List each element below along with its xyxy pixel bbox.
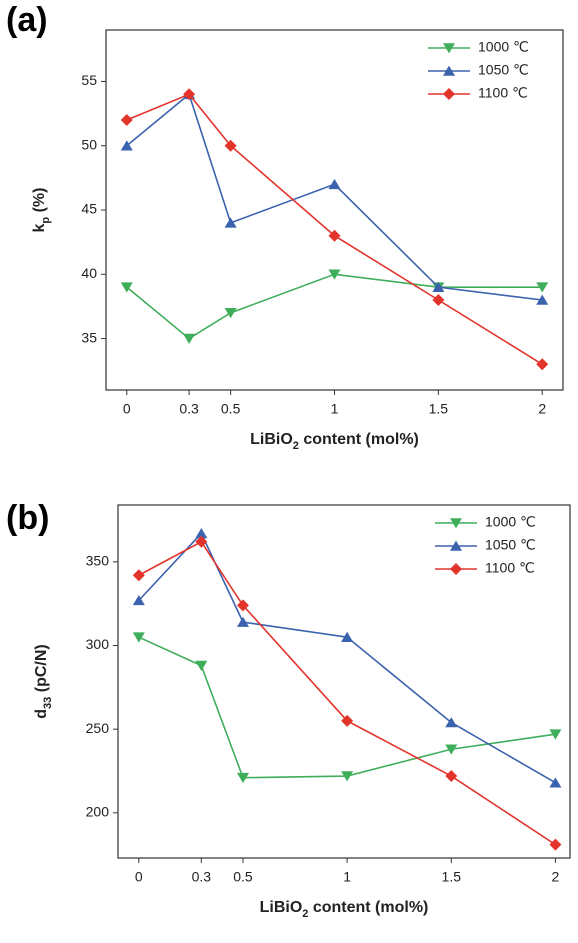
data-point — [120, 282, 133, 293]
x-tick-label: 1.5 — [442, 869, 462, 885]
plot-frame — [117, 504, 571, 859]
legend-marker — [450, 518, 462, 529]
data-point — [224, 308, 237, 319]
y-axis-label-part: (%) — [31, 188, 48, 217]
series-line — [138, 532, 556, 784]
y-tick-label: 55 — [81, 72, 97, 88]
x-axis-label-part: LiBiO — [250, 431, 293, 448]
data-point — [536, 358, 549, 371]
x-axis-label-part: content (mol%) — [299, 431, 419, 448]
legend-label: 1050 ℃ — [485, 537, 536, 553]
data-point — [341, 771, 354, 782]
data-point — [432, 281, 445, 292]
series-line — [138, 540, 556, 846]
data-point — [236, 772, 249, 784]
y-axis-label: kp (%) — [31, 188, 52, 233]
data-point — [549, 777, 562, 788]
y-tick-label: 45 — [81, 201, 97, 217]
legend-label: 1100 ℃ — [478, 85, 528, 101]
x-axis-label-sub: 2 — [302, 908, 308, 920]
data-point — [183, 88, 196, 101]
x-tick-label: 0.5 — [221, 401, 241, 417]
x-tick-label: 0.5 — [233, 869, 253, 885]
data-point — [445, 744, 458, 755]
legend-label: 1050 ℃ — [478, 62, 529, 78]
data-point — [341, 631, 354, 642]
series-line — [126, 92, 543, 301]
data-point — [195, 660, 208, 672]
data-point — [120, 114, 133, 126]
data-point — [536, 294, 549, 305]
data-point — [432, 294, 445, 306]
x-tick-label: 1 — [331, 401, 339, 417]
x-tick-label: 0.3 — [192, 869, 212, 885]
data-point — [328, 269, 341, 280]
data-point — [445, 770, 458, 783]
x-tick-label: 0 — [135, 869, 143, 885]
y-axis-label-part: d — [33, 709, 50, 719]
legend-marker — [450, 540, 462, 551]
data-point — [549, 729, 562, 740]
y-axis-label-part: (pC/N) — [33, 644, 50, 696]
y-axis-label-part: k — [31, 223, 48, 232]
x-axis-label-sub: 2 — [293, 440, 299, 452]
data-point — [224, 217, 237, 228]
x-tick-label: 0 — [123, 401, 131, 417]
legend-marker — [443, 88, 455, 100]
data-point — [536, 282, 549, 293]
data-point — [120, 140, 133, 151]
y-tick-label: 40 — [81, 265, 97, 281]
y-tick-label: 250 — [86, 720, 110, 736]
y-axis-label-sub: p — [40, 217, 52, 224]
data-point — [132, 594, 145, 606]
data-point — [132, 632, 145, 643]
data-point — [195, 535, 208, 548]
series-line — [138, 636, 556, 779]
data-point — [445, 717, 458, 728]
series-line — [126, 93, 543, 365]
legend-label: 1000 ℃ — [485, 514, 536, 530]
data-point — [328, 178, 341, 190]
x-axis-label: LiBiO2 content (mol%) — [260, 899, 429, 920]
legend-label: 1000 ℃ — [478, 39, 529, 55]
data-point — [328, 229, 341, 242]
x-tick-label: 1.5 — [429, 401, 449, 417]
x-tick-label: 2 — [538, 401, 546, 417]
x-axis-label-part: LiBiO — [260, 899, 303, 916]
x-tick-label: 1 — [343, 869, 351, 885]
data-point — [236, 616, 249, 627]
data-point — [224, 139, 237, 152]
y-axis-label-sub: 33 — [42, 697, 54, 709]
data-point — [195, 528, 208, 539]
y-tick-label: 50 — [81, 136, 97, 152]
data-point — [132, 569, 145, 582]
data-point — [549, 838, 562, 851]
x-tick-label: 2 — [552, 869, 560, 885]
x-axis-label: LiBiO2 content (mol%) — [250, 431, 419, 452]
legend-marker — [443, 65, 455, 76]
legend-marker — [450, 563, 462, 575]
data-point — [341, 714, 354, 727]
y-tick-label: 350 — [86, 553, 110, 569]
y-tick-label: 300 — [86, 636, 110, 652]
x-tick-label: 0.3 — [179, 401, 199, 417]
series-line — [126, 273, 543, 340]
data-point — [183, 333, 196, 344]
panel-label: (a) — [6, 1, 48, 39]
panel-label: (b) — [6, 499, 49, 537]
legend-label: 1100 ℃ — [485, 560, 535, 576]
legend-marker — [443, 43, 455, 54]
y-axis-label: d33 (pC/N) — [33, 644, 54, 718]
y-tick-label: 35 — [81, 329, 97, 345]
y-tick-label: 200 — [86, 804, 110, 820]
x-axis-label-part: content (mol%) — [308, 899, 428, 916]
data-point — [236, 599, 249, 612]
